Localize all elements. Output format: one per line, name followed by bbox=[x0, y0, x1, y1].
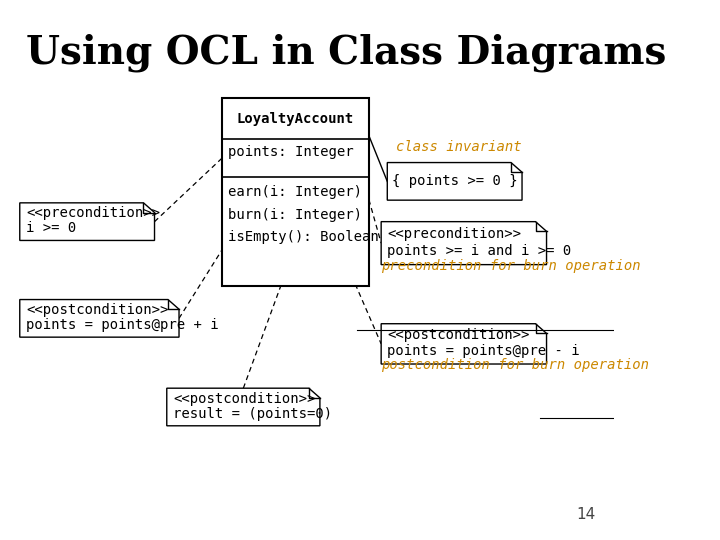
Text: class invariant: class invariant bbox=[397, 140, 522, 154]
Polygon shape bbox=[387, 163, 522, 200]
Text: <<precondition>>: <<precondition>> bbox=[26, 206, 160, 220]
Text: precondition for burn operation: precondition for burn operation bbox=[381, 259, 641, 273]
Polygon shape bbox=[167, 388, 320, 426]
Polygon shape bbox=[381, 221, 546, 265]
Text: i >= 0: i >= 0 bbox=[26, 221, 76, 235]
Text: <<postcondition>>: <<postcondition>> bbox=[387, 328, 530, 342]
Text: <<postcondition>>: <<postcondition>> bbox=[26, 303, 168, 317]
Text: isEmpty(): Boolean: isEmpty(): Boolean bbox=[228, 230, 379, 244]
Text: earn(i: Integer): earn(i: Integer) bbox=[228, 185, 362, 199]
Text: points >= i and i >= 0: points >= i and i >= 0 bbox=[387, 244, 572, 258]
Text: 14: 14 bbox=[576, 508, 595, 523]
Text: burn(i: Integer): burn(i: Integer) bbox=[228, 208, 362, 222]
Bar bbox=[222, 98, 369, 286]
Text: { points >= 0 }: { points >= 0 } bbox=[392, 174, 518, 188]
Polygon shape bbox=[19, 300, 179, 337]
Polygon shape bbox=[381, 323, 546, 364]
Text: LoyaltyAccount: LoyaltyAccount bbox=[237, 112, 354, 126]
Text: postcondition for burn operation: postcondition for burn operation bbox=[381, 358, 649, 372]
Text: points = points@pre + i: points = points@pre + i bbox=[26, 318, 218, 332]
Polygon shape bbox=[19, 203, 155, 240]
Text: Using OCL in Class Diagrams: Using OCL in Class Diagrams bbox=[26, 33, 666, 72]
Text: result = (points=0): result = (points=0) bbox=[173, 407, 332, 421]
Text: points: Integer: points: Integer bbox=[228, 145, 354, 159]
Text: <<precondition>>: <<precondition>> bbox=[387, 227, 521, 241]
Text: <<postcondition>>: <<postcondition>> bbox=[173, 392, 315, 406]
Text: points = points@pre - i: points = points@pre - i bbox=[387, 344, 580, 358]
